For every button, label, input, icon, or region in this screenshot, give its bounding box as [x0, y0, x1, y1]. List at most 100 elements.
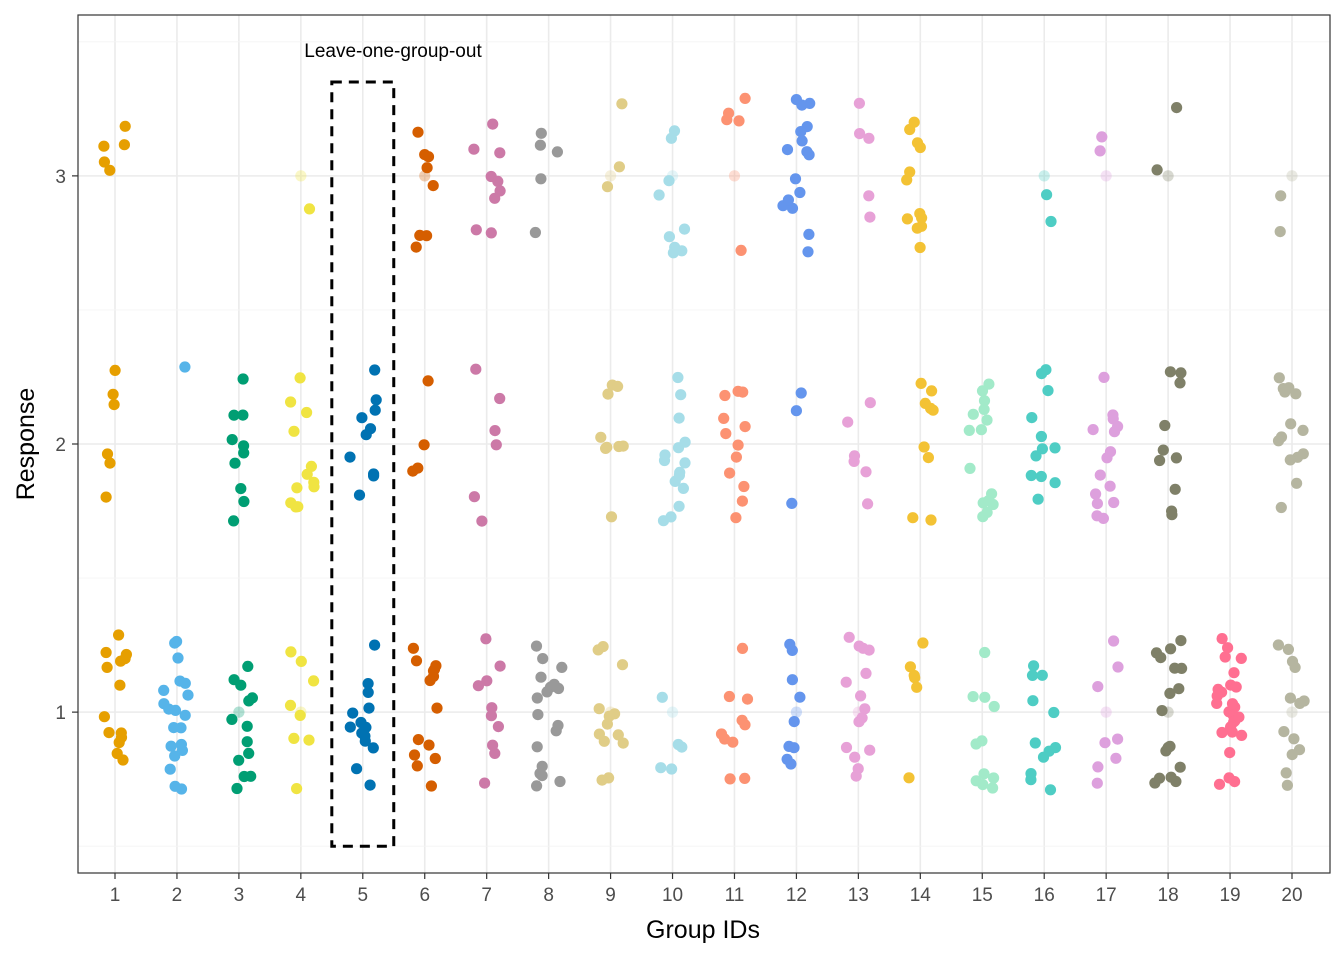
- data-point-group-19: [1225, 721, 1237, 733]
- data-point-group-12: [803, 228, 815, 240]
- data-point-group-19: [1226, 698, 1239, 710]
- data-point-group-20: [1281, 779, 1293, 791]
- data-point-group-7: [494, 185, 506, 197]
- data-point-group-15: [967, 408, 979, 420]
- data-point-group-8: [556, 661, 568, 674]
- data-point-group-3: [229, 457, 241, 469]
- data-point-group-1: [113, 629, 125, 641]
- data-point-group-18: [1155, 652, 1167, 664]
- data-point-group-20: [1284, 692, 1296, 704]
- data-point-group-9: [604, 170, 617, 182]
- data-point-group-18: [1164, 687, 1176, 700]
- data-point-group-12: [781, 753, 793, 765]
- data-point-group-5: [368, 468, 380, 480]
- data-point-group-1: [120, 648, 132, 661]
- data-point-group-17: [1094, 145, 1106, 157]
- data-point-group-5: [344, 721, 356, 733]
- data-point-group-18: [1164, 740, 1176, 753]
- data-point-group-11: [724, 467, 736, 479]
- data-point-group-20: [1274, 226, 1286, 238]
- data-point-group-17: [1108, 635, 1120, 647]
- data-point-group-2: [175, 722, 187, 734]
- data-point-group-20: [1289, 661, 1301, 674]
- data-point-group-12: [788, 742, 800, 754]
- data-point-group-14: [915, 220, 928, 232]
- data-point-group-6: [419, 170, 431, 182]
- data-point-group-1: [118, 139, 130, 151]
- data-point-group-9: [602, 388, 614, 400]
- data-point-group-13: [850, 770, 862, 782]
- data-point-group-3: [233, 706, 245, 718]
- data-point-group-3: [233, 754, 245, 766]
- data-point-group-19: [1233, 711, 1245, 723]
- data-point-group-5: [344, 451, 356, 463]
- data-point-group-14: [915, 377, 927, 389]
- data-point-group-4: [284, 699, 297, 712]
- data-point-group-15: [979, 691, 991, 703]
- data-point-group-7: [492, 721, 504, 733]
- data-point-group-16: [1041, 189, 1053, 201]
- data-point-group-4: [303, 734, 315, 746]
- data-point-group-13: [840, 676, 852, 688]
- data-point-group-7: [489, 425, 501, 437]
- data-point-group-8: [537, 653, 549, 665]
- data-point-group-3: [238, 447, 250, 459]
- data-point-group-16: [1038, 170, 1050, 182]
- data-point-group-16: [1048, 706, 1060, 719]
- data-point-group-20: [1272, 639, 1284, 651]
- data-point-group-10: [666, 763, 678, 775]
- data-point-group-4: [285, 396, 297, 408]
- data-point-group-16: [1027, 695, 1039, 707]
- data-point-group-19: [1219, 651, 1231, 663]
- x-tick-label: 13: [848, 885, 869, 906]
- data-point-group-4: [295, 655, 307, 668]
- data-point-group-3: [228, 674, 240, 686]
- data-point-group-1: [101, 661, 113, 674]
- data-point-group-7: [476, 515, 488, 527]
- data-point-group-12: [790, 405, 803, 417]
- data-point-group-12: [781, 144, 794, 156]
- data-point-group-19: [1216, 726, 1228, 739]
- x-tick-label: 19: [1219, 885, 1240, 906]
- data-point-group-8: [552, 719, 564, 732]
- data-point-group-9: [596, 774, 608, 786]
- data-point-group-11: [730, 451, 743, 463]
- data-point-group-10: [674, 466, 686, 478]
- data-point-group-13: [860, 466, 872, 478]
- data-point-group-6: [427, 665, 440, 677]
- data-point-group-9: [605, 511, 618, 523]
- data-point-group-10: [679, 436, 691, 448]
- data-point-group-5: [367, 742, 379, 754]
- data-point-group-8: [534, 139, 547, 151]
- x-tick-label: 7: [481, 885, 492, 906]
- data-point-group-20: [1284, 454, 1296, 466]
- data-point-group-11: [738, 480, 750, 493]
- data-point-group-6: [414, 229, 426, 241]
- data-point-group-2: [163, 703, 175, 715]
- data-point-group-8: [535, 173, 547, 185]
- data-point-group-7: [481, 675, 493, 687]
- data-point-group-10: [676, 245, 688, 257]
- data-point-group-6: [427, 180, 439, 192]
- data-point-group-4: [308, 476, 320, 488]
- data-point-group-20: [1275, 190, 1287, 202]
- data-point-group-18: [1157, 444, 1169, 456]
- data-point-group-9: [597, 641, 609, 653]
- data-point-group-6: [411, 760, 423, 772]
- data-point-group-6: [412, 126, 424, 138]
- data-point-group-11: [728, 170, 741, 182]
- data-point-group-14: [918, 441, 930, 453]
- x-tick-label: 18: [1158, 885, 1179, 906]
- data-point-group-7: [487, 118, 499, 130]
- data-point-group-17: [1090, 488, 1102, 500]
- data-point-group-6: [410, 655, 423, 667]
- data-point-group-20: [1273, 372, 1285, 384]
- data-point-group-4: [303, 203, 316, 215]
- data-point-group-1: [119, 120, 131, 132]
- data-point-group-4: [288, 425, 300, 437]
- data-point-group-1: [114, 679, 126, 691]
- data-point-group-2: [164, 763, 176, 775]
- data-point-group-6: [421, 162, 433, 174]
- data-point-group-8: [531, 692, 543, 704]
